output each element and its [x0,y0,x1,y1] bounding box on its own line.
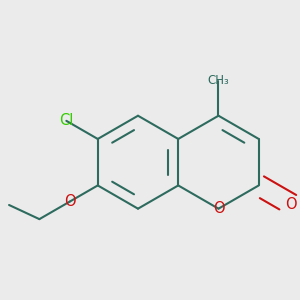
Text: O: O [285,196,297,211]
Text: CH₃: CH₃ [208,74,230,87]
Text: O: O [213,201,224,216]
Text: O: O [64,194,75,209]
Text: Cl: Cl [59,113,74,128]
